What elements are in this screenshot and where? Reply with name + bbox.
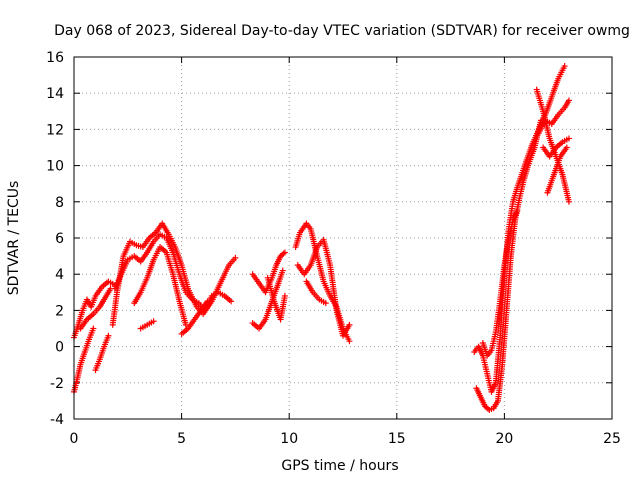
data-point: [565, 198, 572, 205]
series-track-p: [471, 63, 568, 395]
data-point: [322, 300, 329, 307]
y-tick-label: 10: [46, 159, 64, 175]
series-track-g: [131, 244, 189, 328]
y-axis-title: SDTVAR / TECUs: [6, 181, 22, 296]
x-tick-label: 5: [177, 431, 186, 447]
grid-layer: [74, 57, 612, 419]
chart-title: Day 068 of 2023, Sidereal Day-to-day VTE…: [54, 23, 630, 39]
data-point: [563, 144, 570, 151]
y-tick-label: 8: [55, 195, 64, 211]
series-track-i: [178, 298, 211, 337]
series-track-j: [249, 249, 288, 296]
data-point: [204, 298, 211, 305]
y-tick-label: 0: [55, 340, 64, 356]
data-point: [90, 325, 97, 332]
data-point: [514, 207, 521, 214]
y-tick-label: 6: [55, 231, 64, 247]
series-track-t: [535, 97, 572, 137]
data-point: [565, 97, 572, 104]
data-point: [565, 135, 572, 142]
y-tick-label: 2: [55, 303, 64, 319]
y-tick-label: 14: [46, 86, 64, 102]
data-point: [561, 63, 568, 70]
x-tick-label: 20: [495, 431, 513, 447]
data-point: [150, 318, 157, 325]
plot-frame: [73, 56, 613, 420]
data-point: [346, 338, 353, 345]
data-point: [281, 249, 288, 256]
data-point: [228, 298, 235, 305]
series-track-u: [540, 135, 572, 160]
y-tick-label: -4: [50, 412, 64, 428]
tick-layer: 0 5 10 15 20 25 -4 -2 0 2 4 6 8 10 12 14 16: [46, 50, 621, 447]
y-tick-label: -2: [50, 376, 64, 392]
data-points: [71, 63, 572, 413]
data-point: [105, 332, 112, 339]
data-point: [232, 254, 239, 261]
series-track-c: [77, 285, 114, 332]
data-point: [279, 267, 286, 274]
data-point: [281, 292, 288, 299]
y-tick-label: 12: [46, 122, 64, 138]
series-track-n: [294, 236, 353, 339]
data-point: [346, 321, 353, 328]
series-track-r: [479, 207, 521, 359]
series-track-h: [137, 318, 157, 332]
y-tick-label: 4: [55, 267, 64, 283]
series-track-d: [92, 332, 112, 374]
series-track-f: [111, 231, 235, 314]
series-track-o: [303, 278, 329, 307]
x-tick-label: 10: [280, 431, 298, 447]
x-axis-title: GPS time / hours: [281, 458, 398, 474]
series-track-v: [544, 144, 570, 196]
series-track-q: [473, 117, 544, 413]
series-track-l: [264, 274, 288, 323]
y-tick-label: 16: [46, 50, 64, 66]
series-track-a: [71, 278, 118, 341]
x-tick-label: 15: [388, 431, 406, 447]
x-tick-label: 25: [603, 431, 621, 447]
x-tick-label: 0: [70, 431, 79, 447]
